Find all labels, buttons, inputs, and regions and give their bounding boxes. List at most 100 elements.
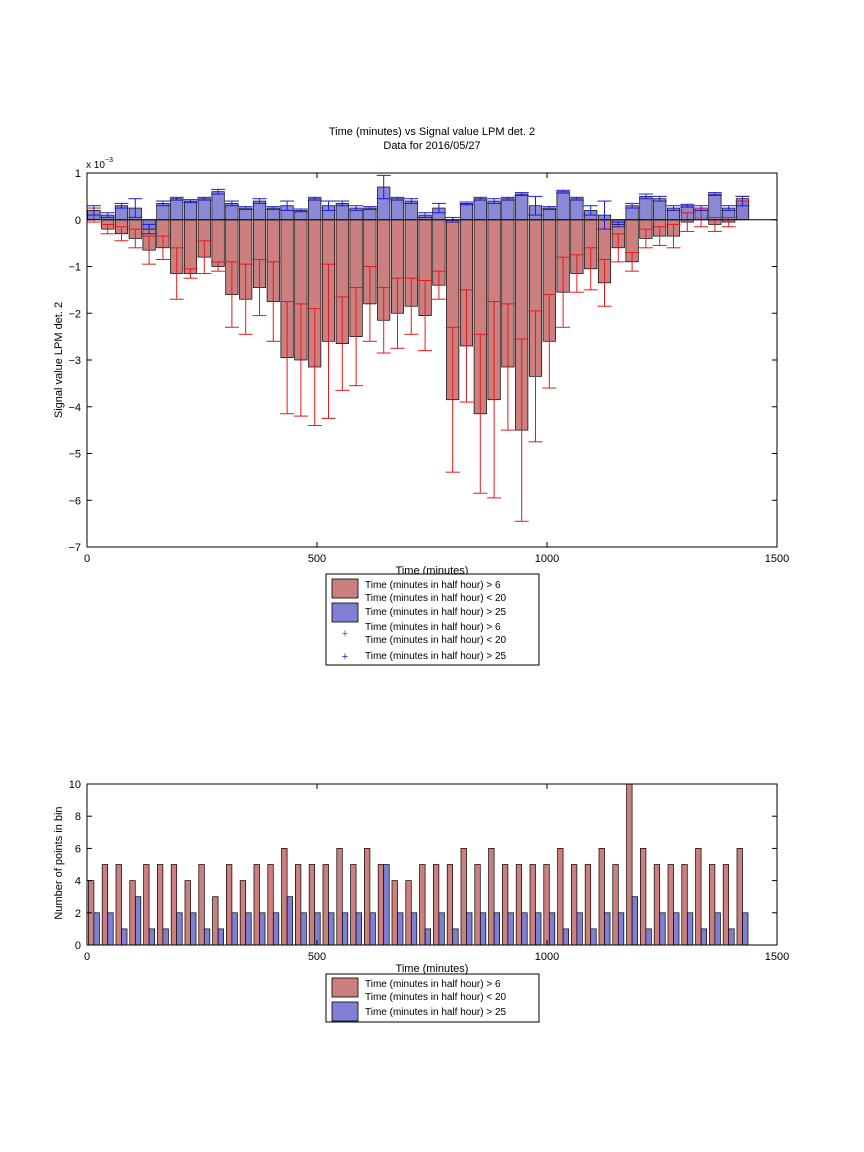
chart2-bar-blue <box>410 912 418 946</box>
chart2-bar-blue <box>328 912 335 946</box>
chart1-bar-blue <box>308 198 322 221</box>
chart2-bar-red <box>598 848 605 946</box>
chart2-xtick-label: 0 <box>84 951 90 963</box>
chart2-bar-red <box>143 864 150 946</box>
chart2-bar-blue <box>424 928 431 946</box>
chart2-bar-blue <box>107 912 114 946</box>
chart2-bar-blue <box>535 912 542 946</box>
chart2-xtick-label: 500 <box>308 951 326 963</box>
chart1-ytick-label: −1 <box>68 262 81 274</box>
chart1-legend-label-3b: Time (minutes in half hour) < 20 <box>365 635 507 646</box>
chart1-legend-label-2: Time (minutes in half hour) > 25 <box>365 607 507 618</box>
chart2-legend-swatch-red <box>331 977 359 998</box>
chart2-bar-red <box>226 864 233 946</box>
chart2-bar-blue <box>466 912 473 946</box>
chart2-bar-red <box>212 896 219 946</box>
chart2-bar-red <box>322 864 329 946</box>
chart2-bar-blue <box>659 912 666 946</box>
chart2-legend: Time (minutes in half hour) > 6 Time (mi… <box>325 973 540 1023</box>
chart2-bar-blue <box>645 928 652 946</box>
chart2-bar-blue <box>548 912 556 946</box>
chart1-bar-red <box>211 219 225 267</box>
chart2-bar-blue <box>121 928 128 946</box>
chart2-bar-red <box>308 864 316 946</box>
chart2-bar-blue <box>162 928 169 946</box>
chart2-bar-red <box>336 848 343 946</box>
chart2-ytick-label: 6 <box>75 843 81 855</box>
chart2-bar-blue <box>617 912 625 946</box>
chart1-bar-blue <box>501 198 515 221</box>
chart1-bar-blue <box>708 193 722 221</box>
chart2-xtick-label: 1000 <box>535 951 559 963</box>
chart2-axes: 0 500 1000 1500 10 8 6 4 2 0 <box>69 779 789 963</box>
chart1-ytick-label: −5 <box>68 449 81 461</box>
chart2-bar-blue <box>355 912 362 946</box>
chart2-bar-red <box>653 864 661 946</box>
chart1-bar-blue <box>183 200 198 221</box>
chart1-xtick-label: 1500 <box>765 553 789 565</box>
chart2-bar-blue <box>700 928 707 946</box>
chart2-bar-red <box>722 864 730 946</box>
chart1-exponent-label: x 10 −3 <box>86 157 113 171</box>
chart1-legend: Time (minutes in half hour) > 6 Time (mi… <box>325 573 540 666</box>
chart1-ytick-label: −7 <box>68 542 81 554</box>
chart1-ytick-label: −6 <box>68 495 81 507</box>
chart2-ytick-label: 0 <box>75 940 81 952</box>
chart1-xtick-label: 500 <box>308 553 326 565</box>
chart1-subtitle: Data for 2016/05/27 <box>383 140 480 152</box>
chart2-bar-red <box>433 864 440 946</box>
chart2-bar-blue <box>245 912 252 946</box>
chart2-bar-red <box>184 880 191 946</box>
chart2-bar-blue <box>286 896 293 946</box>
chart1-legend-box <box>325 573 540 666</box>
chart2-bar-red <box>419 864 426 946</box>
chart2-bar-blue <box>369 912 376 946</box>
chart2-bar-red <box>709 864 716 946</box>
chart2-bar-blue <box>203 928 211 946</box>
chart2-bar-red <box>584 864 592 946</box>
chart2-bar-red <box>667 864 674 946</box>
chart2-bar-red <box>157 864 164 946</box>
chart2-bar-red <box>640 848 647 946</box>
chart2-xtick-label: 1500 <box>765 951 789 963</box>
chart2-bar-red <box>736 848 743 946</box>
chart2-bar-red <box>488 848 495 946</box>
chart2-bar-red <box>529 864 536 946</box>
chart2-bar-red <box>515 864 523 946</box>
chart1-ytick-label: −3 <box>68 355 81 367</box>
chart1-bar-blue <box>197 198 211 221</box>
chart1-legend-swatch-red <box>331 578 359 599</box>
chart2-legend-label-1a: Time (minutes in half hour) > 6 <box>365 979 501 990</box>
chart1-title-group: Time (minutes) vs Signal value LPM det. … <box>329 126 535 152</box>
chart2-bar-blue <box>590 928 597 946</box>
chart1-ytick-label: −4 <box>68 402 81 414</box>
chart2-ylabel: Number of points in bin <box>53 806 65 919</box>
chart2-bar-blue <box>479 912 487 946</box>
chart2-legend-label-2: Time (minutes in half hour) > 25 <box>365 1007 507 1018</box>
chart2-ytick-label: 4 <box>75 876 81 888</box>
chart2-bar-red <box>295 864 302 946</box>
chart2-bar-red <box>198 864 205 946</box>
chart1-title: Time (minutes) vs Signal value LPM det. … <box>329 126 535 138</box>
chart1-xtick-label: 1000 <box>535 553 559 565</box>
chart1-bars <box>87 186 750 431</box>
chart2-bar-blue <box>742 912 749 946</box>
chart1-ytick-label: 0 <box>75 215 81 227</box>
chart2-ytick-label: 2 <box>75 908 81 920</box>
chart2-bar-blue <box>438 912 445 946</box>
chart2-ytick-label: 10 <box>69 779 81 791</box>
chart2-bar-blue <box>148 928 155 946</box>
chart2-bar-red <box>170 864 178 946</box>
chart2-bar-red <box>350 864 357 946</box>
chart2-bar-red <box>460 848 467 946</box>
chart1-bar-blue <box>390 198 405 221</box>
chart1-ylabel: Signal value LPM det. 2 <box>53 302 65 418</box>
chart2-bar-red <box>612 864 619 946</box>
chart2-bar-red <box>446 864 454 946</box>
chart2-bar-red <box>626 783 633 946</box>
chart2-bar-blue <box>190 912 197 946</box>
chart1-bar-blue <box>211 191 225 221</box>
chart2-bar-blue <box>521 912 528 946</box>
chart2-bar-red <box>502 864 509 946</box>
chart2-bar-blue <box>576 912 583 946</box>
